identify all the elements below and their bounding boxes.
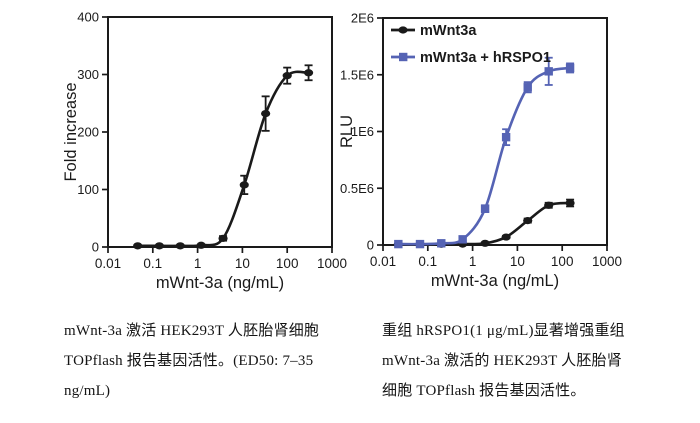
- caption-left-line-3: ng/mL): [64, 383, 111, 399]
- caption-left: mWnt-3a 激活 HEK293T 人胚胎肾细胞 TOPflash 报告基因活…: [64, 316, 372, 406]
- svg-text:1000: 1000: [592, 254, 622, 269]
- svg-text:1000: 1000: [317, 256, 347, 271]
- svg-text:2E6: 2E6: [351, 11, 374, 26]
- svg-text:400: 400: [77, 10, 99, 25]
- caption-right-line-1: 重组 hRSPO1(1 μg/mL)显著增强重组: [382, 323, 625, 339]
- svg-text:0.5E6: 0.5E6: [340, 181, 374, 196]
- svg-text:300: 300: [77, 67, 99, 82]
- svg-text:1E6: 1E6: [351, 124, 374, 139]
- svg-text:0.1: 0.1: [143, 256, 162, 271]
- svg-text:Fold increase: Fold increase: [62, 82, 80, 181]
- svg-text:200: 200: [77, 125, 99, 140]
- svg-text:0.01: 0.01: [370, 254, 396, 269]
- svg-text:100: 100: [276, 256, 299, 271]
- caption-right: 重组 hRSPO1(1 μg/mL)显著增强重组 mWnt-3a 激活的 HEK…: [382, 316, 690, 406]
- svg-text:0: 0: [367, 238, 374, 253]
- caption-left-line-1: mWnt-3a 激活 HEK293T 人胚胎肾细胞: [64, 323, 320, 339]
- svg-text:0.1: 0.1: [418, 254, 437, 269]
- svg-text:100: 100: [77, 182, 99, 197]
- svg-text:1: 1: [194, 256, 202, 271]
- svg-text:1.5E6: 1.5E6: [340, 67, 374, 82]
- caption-right-line-2: mWnt-3a 激活的 HEK293T 人胚胎肾: [382, 353, 622, 369]
- svg-text:mWnt-3a (ng/mL): mWnt-3a (ng/mL): [431, 272, 559, 290]
- svg-text:RLU: RLU: [338, 115, 356, 148]
- caption-right-line-3: 细胞 TOPflash 报告基因活性。: [382, 383, 586, 399]
- svg-text:0.01: 0.01: [95, 256, 121, 271]
- left-chart-fold-increase: 0 100 200 300 400 0.01 0.1 1 10 100 1000 mWnt-3a (n…: [62, 10, 347, 293]
- right-chart-rlu: 0 0.5E6 1E6 1.5E6 2E6 0.01 0.1 1 10 100 1000 mWnt-3…: [338, 11, 622, 291]
- svg-text:0: 0: [92, 240, 99, 255]
- svg-text:1: 1: [469, 254, 477, 269]
- svg-text:mWnt3a: mWnt3a: [420, 23, 477, 39]
- svg-text:mWnt3a + hRSPO1: mWnt3a + hRSPO1: [420, 50, 551, 66]
- svg-text:100: 100: [551, 254, 574, 269]
- svg-text:mWnt-3a (ng/mL): mWnt-3a (ng/mL): [156, 274, 284, 292]
- svg-text:10: 10: [235, 256, 250, 271]
- svg-text:10: 10: [510, 254, 525, 269]
- caption-left-line-2: TOPflash 报告基因活性。(ED50: 7–35: [64, 353, 314, 369]
